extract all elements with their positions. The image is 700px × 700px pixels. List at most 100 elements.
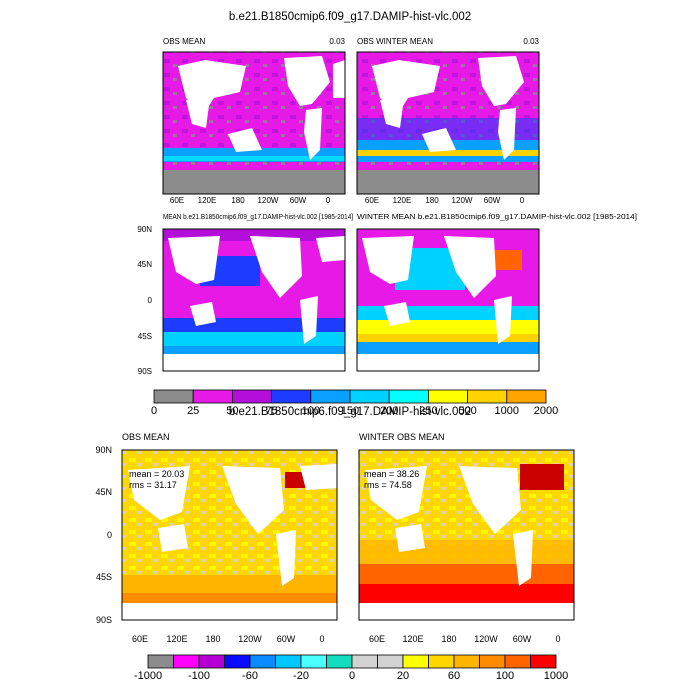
map-band	[163, 346, 345, 354]
x-tick: 120W	[474, 634, 498, 644]
y-tick: 45N	[95, 487, 112, 497]
x-tick: 0	[555, 634, 560, 644]
map-band	[357, 342, 539, 354]
colorbar-tick-labels: -1000 -100 -60 -20 0 20 60 100 1000	[134, 670, 568, 682]
x-tick: 120E	[393, 196, 412, 205]
x-tick: 120E	[166, 634, 187, 644]
panel-obs-mean-top: OBS MEAN 0.03 60E 120E 180 120W 60W 0	[162, 37, 346, 205]
x-tick-labels: 60E 120E 180 120W 60W 0	[365, 196, 525, 205]
colorbar-tick: 75	[265, 405, 277, 417]
stat-rms: rms = 74.58	[364, 480, 412, 490]
map-band	[122, 575, 337, 593]
colorbar-box	[173, 654, 200, 669]
x-tick: 120W	[452, 196, 473, 205]
panel-label: WINTER OBS MEAN	[359, 432, 445, 442]
x-tick: 60E	[132, 634, 148, 644]
land-mask	[365, 466, 533, 586]
colorbar-boxes	[153, 389, 547, 404]
colorbar-box	[506, 389, 547, 404]
x-tick: 60W	[484, 196, 501, 205]
x-tick: 180	[231, 196, 245, 205]
panel-obs-winter-mean-top: OBS WINTER MEAN 0.03 60E 120E 180 120W 6…	[356, 37, 540, 205]
x-tick: 180	[205, 634, 220, 644]
panel-winter-obs-mean-bottom: WINTER OBS MEAN mean = 38.26 rms = 74.58…	[358, 432, 575, 644]
x-tick-labels: 60E 120E 180 120W 60W 0	[369, 634, 561, 644]
panel-model-mean: MEAN b.e21.B1850cmip6.f09_g17.DAMIP-hist…	[137, 214, 353, 376]
colorbar-box	[275, 654, 302, 669]
colorbar-tick: 1000	[544, 670, 568, 682]
x-tick-labels: 60E 120E 180 120W 60W 0	[132, 634, 325, 644]
colorbar-box	[147, 654, 174, 669]
panel-model-winter-mean: WINTER MEAN b.e21.B1850cmip6.f09_g17.DAM…	[356, 214, 637, 372]
colorbar-box	[377, 654, 404, 669]
colorbar-bottom: -1000 -100 -60 -20 0 20 60 100 1000	[134, 654, 568, 682]
x-tick: 60W	[290, 196, 307, 205]
x-tick: 120W	[258, 196, 279, 205]
panel-obs-mean-bottom: b.e21.B1850cmip6.f09_g17.DAMIP-hist-vlc.…	[95, 406, 471, 644]
colorbar-box	[224, 654, 251, 669]
colorbar-box	[388, 389, 429, 404]
colorbar-tick: 50	[226, 405, 238, 417]
colorbar-tick: -60	[242, 670, 258, 682]
map-band	[163, 170, 345, 194]
map-frame	[162, 51, 346, 195]
y-tick: 90N	[137, 225, 152, 234]
colorbar-box	[271, 389, 312, 404]
colorbar-box	[198, 654, 225, 669]
map-region	[520, 464, 564, 490]
colorbar-box	[453, 654, 480, 669]
map-band	[357, 320, 539, 334]
x-tick: 0	[319, 634, 324, 644]
map-band	[359, 603, 574, 620]
map-frame	[162, 228, 346, 372]
panel-label: WINTER MEAN b.e21.B1850cmip6.f09_g17.DAM…	[357, 214, 637, 221]
map-band	[122, 593, 337, 603]
panel-title: b.e21.B1850cmip6.f09_g17.DAMIP-hist-vlc.…	[229, 406, 471, 418]
map-band	[357, 334, 539, 342]
land-mask	[362, 236, 512, 344]
colorbar-box	[467, 389, 508, 404]
colorbar-tick: -1000	[134, 670, 162, 682]
colorbar-tick-labels: 0 25 50 75 100 150 200 250 500 1000 2000	[151, 405, 558, 417]
colorbar-box	[231, 389, 272, 404]
colorbar-tick: 25	[187, 405, 199, 417]
map-band	[163, 156, 345, 161]
panel-label-right: 0.03	[329, 37, 345, 46]
stat-rms: rms = 31.17	[129, 480, 177, 490]
colorbar-box	[153, 389, 194, 404]
colorbar-box	[249, 654, 276, 669]
colorbar-tick: 1000	[495, 405, 519, 417]
land-mask	[168, 236, 345, 344]
x-tick: 120E	[198, 196, 217, 205]
colorbar-box	[349, 389, 390, 404]
colorbar-top: 0 25 50 75 100 150 200 250 500 1000 2000	[151, 389, 558, 417]
map-band	[357, 118, 539, 140]
panel-label: MEAN b.e21.B1850cmip6.f09_g17.DAMIP-hist…	[163, 214, 353, 221]
x-tick: 60E	[170, 196, 184, 205]
colorbar-box	[402, 654, 429, 669]
x-tick: 60W	[513, 634, 532, 644]
y-tick: 45S	[138, 332, 152, 341]
colorbar-tick: 0	[349, 670, 355, 682]
y-tick-labels: 90N 45N 0 45S 90S	[95, 445, 112, 625]
colorbar-tick: 20	[397, 670, 409, 682]
colorbar-tick: 2000	[534, 405, 558, 417]
colorbar-box	[326, 654, 353, 669]
x-tick-labels: 60E 120E 180 120W 60W 0	[170, 196, 331, 205]
colorbar-box	[351, 654, 378, 669]
y-tick: 90S	[96, 615, 112, 625]
y-tick: 90S	[138, 367, 152, 376]
panel-label: OBS MEAN	[122, 432, 170, 442]
map-band	[357, 150, 539, 156]
y-tick: 45S	[96, 572, 112, 582]
panel-label: OBS MEAN	[163, 37, 205, 46]
colorbar-tick: 100	[302, 405, 320, 417]
colorbar-box	[428, 654, 455, 669]
map-band	[357, 306, 539, 320]
x-tick: 60E	[369, 634, 385, 644]
colorbar-tick: -20	[293, 670, 309, 682]
x-tick: 60W	[277, 634, 296, 644]
colorbar-tick: 60	[448, 670, 460, 682]
map-band	[122, 603, 337, 620]
